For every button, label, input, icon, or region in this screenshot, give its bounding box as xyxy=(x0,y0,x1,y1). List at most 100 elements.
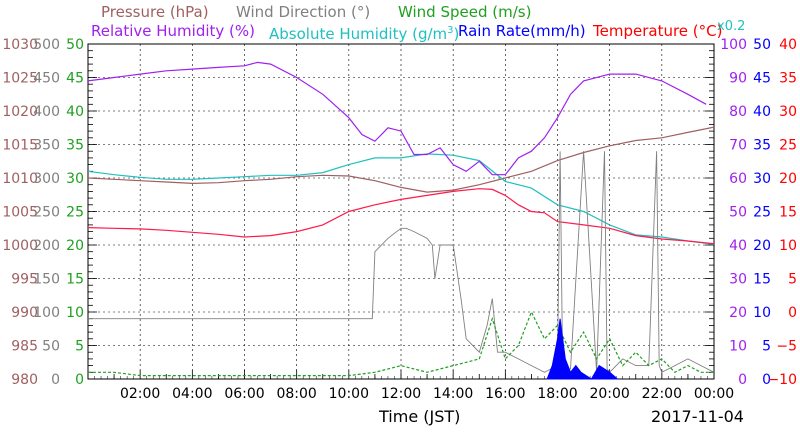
y-tick-label-temperature: 30 xyxy=(779,104,797,120)
y-tick-label-pressure: 985 xyxy=(11,339,38,355)
x-axis-labels: 02:00 04:00 06:00 08:00 10:00 12:00 14:00 16:00… xyxy=(120,386,734,402)
y-tick-label-relative-humidity: 50 xyxy=(729,205,747,221)
series-wind-direction xyxy=(88,151,715,373)
y-tick-label-wind-direction: 250 xyxy=(33,205,60,221)
x-tick-label: 08:00 xyxy=(276,386,316,402)
legend-scale-note: x0.2 xyxy=(717,19,746,34)
legend-absolute-humidity-text: Absolute Humidity (g/m xyxy=(269,25,448,43)
x-axis-title: Time (JST) xyxy=(379,407,461,426)
y-tick-label-temperature: 15 xyxy=(779,205,797,221)
y-tick-label-wind-speed: 5 xyxy=(75,339,84,355)
legend-temperature: Temperature (°C) xyxy=(593,22,723,40)
y-tick-label-pressure: 980 xyxy=(11,372,38,388)
y-tick-label-wind-speed: 20 xyxy=(66,238,84,254)
y-tick-label-pressure: 1005 xyxy=(2,205,38,221)
y-tick-label-rain-rate: 15 xyxy=(753,272,771,288)
y-tick-label-wind-direction: 450 xyxy=(33,71,60,87)
legend-rain-rate: Rain Rate(mm/h) xyxy=(458,22,586,40)
y-tick-label-wind-speed: 15 xyxy=(66,272,84,288)
y-tick-label-relative-humidity: 60 xyxy=(729,171,747,187)
y-tick-label-relative-humidity: 10 xyxy=(729,339,747,355)
y-tick-label-wind-speed: 25 xyxy=(66,205,84,221)
y-tick-label-rain-rate: 35 xyxy=(753,138,771,154)
y-tick-label-relative-humidity: 70 xyxy=(729,138,747,154)
y-tick-label-wind-speed: 45 xyxy=(66,71,84,87)
y-tick-label-wind-direction: 500 xyxy=(33,37,60,53)
y-tick-label-wind-direction: 350 xyxy=(33,138,60,154)
y-tick-label-pressure: 1020 xyxy=(2,104,38,120)
x-tick-label: 16:00 xyxy=(485,386,525,402)
series-absolute-humidity-g-m3 xyxy=(87,153,715,245)
y-tick-label-wind-direction: 100 xyxy=(33,305,60,321)
y-tick-label-temperature: −5 xyxy=(776,339,797,355)
legend-wind-speed: Wind Speed (m/s) xyxy=(398,3,532,21)
y-tick-label-rain-rate: 20 xyxy=(753,238,771,254)
series-temperature-c xyxy=(87,188,715,245)
y-tick-label-temperature: 25 xyxy=(779,138,797,154)
y-tick-label-wind-direction: 300 xyxy=(33,171,60,187)
y-tick-label-wind-direction: 50 xyxy=(42,339,60,355)
x-tick-label: 18:00 xyxy=(537,386,577,402)
y-tick-label-wind-speed: 0 xyxy=(75,372,84,388)
y-tick-label-temperature: 5 xyxy=(788,272,797,288)
legend-absolute-humidity-sup: 3 xyxy=(447,25,454,36)
y-tick-label-rain-rate: 0 xyxy=(762,372,771,388)
y-tick-label-relative-humidity: 30 xyxy=(729,272,747,288)
x-tick-label: 14:00 xyxy=(433,386,473,402)
x-tick-label: 00:00 xyxy=(694,386,734,402)
y-tick-label-relative-humidity: 80 xyxy=(729,104,747,120)
y-tick-label-rain-rate: 30 xyxy=(753,171,771,187)
y-tick-label-relative-humidity: 0 xyxy=(738,372,747,388)
y-tick-label-wind-speed: 50 xyxy=(66,37,84,53)
series-group xyxy=(87,61,715,380)
date-label: 2017-11-04 xyxy=(651,407,744,426)
x-tick-label: 20:00 xyxy=(589,386,629,402)
y-tick-label-wind-speed: 30 xyxy=(66,171,84,187)
y-tick-label-rain-rate: 10 xyxy=(753,305,771,321)
y-tick-label-wind-speed: 35 xyxy=(66,138,84,154)
y-tick-label-temperature: 10 xyxy=(779,238,797,254)
y-tick-label-rain-rate: 5 xyxy=(762,339,771,355)
y-tick-label-wind-direction: 200 xyxy=(33,238,60,254)
y-tick-label-temperature: −10 xyxy=(767,372,797,388)
series-relative-humidity xyxy=(87,61,707,176)
y-tick-label-wind-direction: 150 xyxy=(33,272,60,288)
y-tick-label-relative-humidity: 90 xyxy=(729,71,747,87)
y-tick-label-temperature: 20 xyxy=(779,171,797,187)
legend-pressure: Pressure (hPa) xyxy=(101,3,209,21)
legend: Pressure (hPa) Wind Direction (°) Wind S… xyxy=(0,0,800,44)
y-tick-label-pressure: 1000 xyxy=(2,238,38,254)
series-wind-speed-m-s xyxy=(88,310,714,377)
y-tick-label-wind-speed: 10 xyxy=(66,305,84,321)
axis-ticks xyxy=(87,43,715,380)
y-tick-label-wind-direction: 400 xyxy=(33,104,60,120)
y-tick-label-temperature: 35 xyxy=(779,71,797,87)
y-tick-label-temperature: 0 xyxy=(788,305,797,321)
y-tick-label-relative-humidity: 20 xyxy=(729,305,747,321)
grid xyxy=(88,44,714,379)
y-tick-label-rain-rate: 25 xyxy=(753,205,771,221)
y-tick-label-relative-humidity: 40 xyxy=(729,238,747,254)
y-tick-label-rain-rate: 45 xyxy=(753,71,771,87)
y-tick-label-pressure: 990 xyxy=(11,305,38,321)
y-tick-label-rain-rate: 50 xyxy=(753,37,771,53)
y-tick-label-relative-humidity: 100 xyxy=(720,37,747,53)
legend-absolute-humidity: Absolute Humidity (g/m3) xyxy=(269,22,459,43)
series-pressure-hpa xyxy=(87,126,715,193)
y-tick-label-wind-direction: 0 xyxy=(51,372,60,388)
y-tick-label-pressure: 1025 xyxy=(2,71,38,87)
y-tick-label-pressure: 1015 xyxy=(2,138,38,154)
legend-wind-direction: Wind Direction (°) xyxy=(236,3,371,21)
y-tick-label-pressure: 995 xyxy=(11,272,38,288)
legend-relative-humidity: Relative Humidity (%) xyxy=(91,22,255,40)
series-rain-rate xyxy=(546,318,619,380)
y-tick-label-pressure: 1030 xyxy=(2,37,38,53)
y-tick-label-temperature: 40 xyxy=(779,37,797,53)
legend-absolute-humidity-close: ) xyxy=(453,25,460,43)
x-tick-label: 02:00 xyxy=(120,386,160,402)
y-axis-labels: 1030102510201015101010051000995990985980… xyxy=(2,37,797,388)
x-tick-label: 04:00 xyxy=(172,386,212,402)
y-tick-label-wind-speed: 40 xyxy=(66,104,84,120)
x-tick-label: 12:00 xyxy=(381,386,421,402)
